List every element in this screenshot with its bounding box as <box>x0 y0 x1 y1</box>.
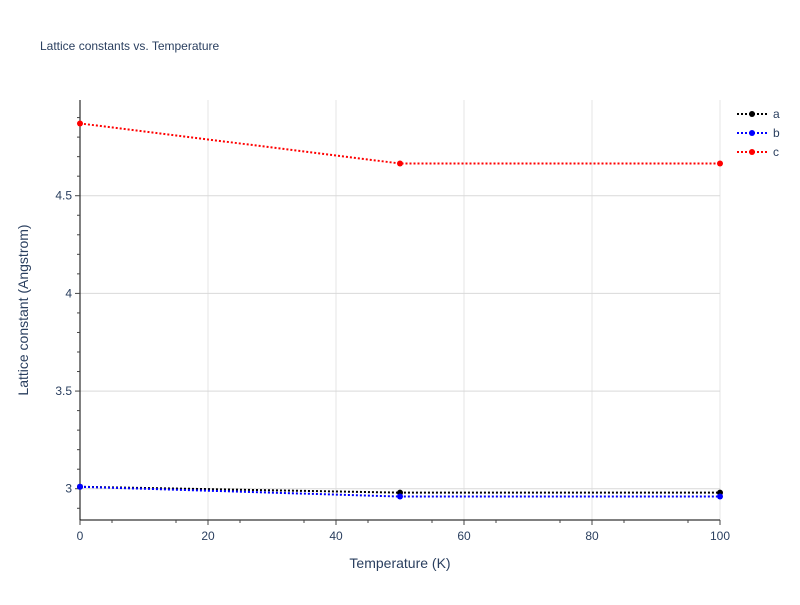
legend-marker-a <box>749 111 755 117</box>
y-axis-title: Lattice constant (Angstrom) <box>15 224 31 395</box>
data-point-b <box>397 493 403 500</box>
x-tick-label: 80 <box>585 529 599 543</box>
y-tick-label: 3 <box>65 482 72 496</box>
y-tick-label: 4.5 <box>55 189 72 203</box>
data-point-c <box>77 120 83 127</box>
x-tick-label: 20 <box>201 529 215 543</box>
x-tick-label: 100 <box>710 529 730 543</box>
x-tick-label: 40 <box>329 529 343 543</box>
grid-lines <box>80 100 721 520</box>
data-point-c <box>717 160 723 167</box>
data-point-b <box>717 493 723 500</box>
legend-item-a[interactable]: a <box>737 107 780 121</box>
x-tick-label: 0 <box>77 529 84 543</box>
data-point-b <box>77 483 83 490</box>
y-tick-label: 3.5 <box>55 384 72 398</box>
legend-label-b: b <box>773 126 780 140</box>
x-axis-title: Temperature (K) <box>349 555 450 571</box>
x-tick-label: 60 <box>457 529 471 543</box>
legend-label-a: a <box>773 107 780 121</box>
legend-marker-c <box>749 149 755 155</box>
legend-label-c: c <box>773 145 779 159</box>
legend-marker-b <box>749 130 755 136</box>
y-tick-label: 4 <box>65 286 72 300</box>
series-layer <box>77 120 723 500</box>
data-point-c <box>397 160 403 167</box>
legend[interactable]: abc <box>737 107 780 159</box>
legend-item-c[interactable]: c <box>737 145 779 159</box>
legend-item-b[interactable]: b <box>737 126 780 140</box>
chart-title: Lattice constants vs. Temperature <box>40 39 220 53</box>
axes: 0 20 40 60 80 100 3 3.5 4 4.5 <box>55 100 730 543</box>
